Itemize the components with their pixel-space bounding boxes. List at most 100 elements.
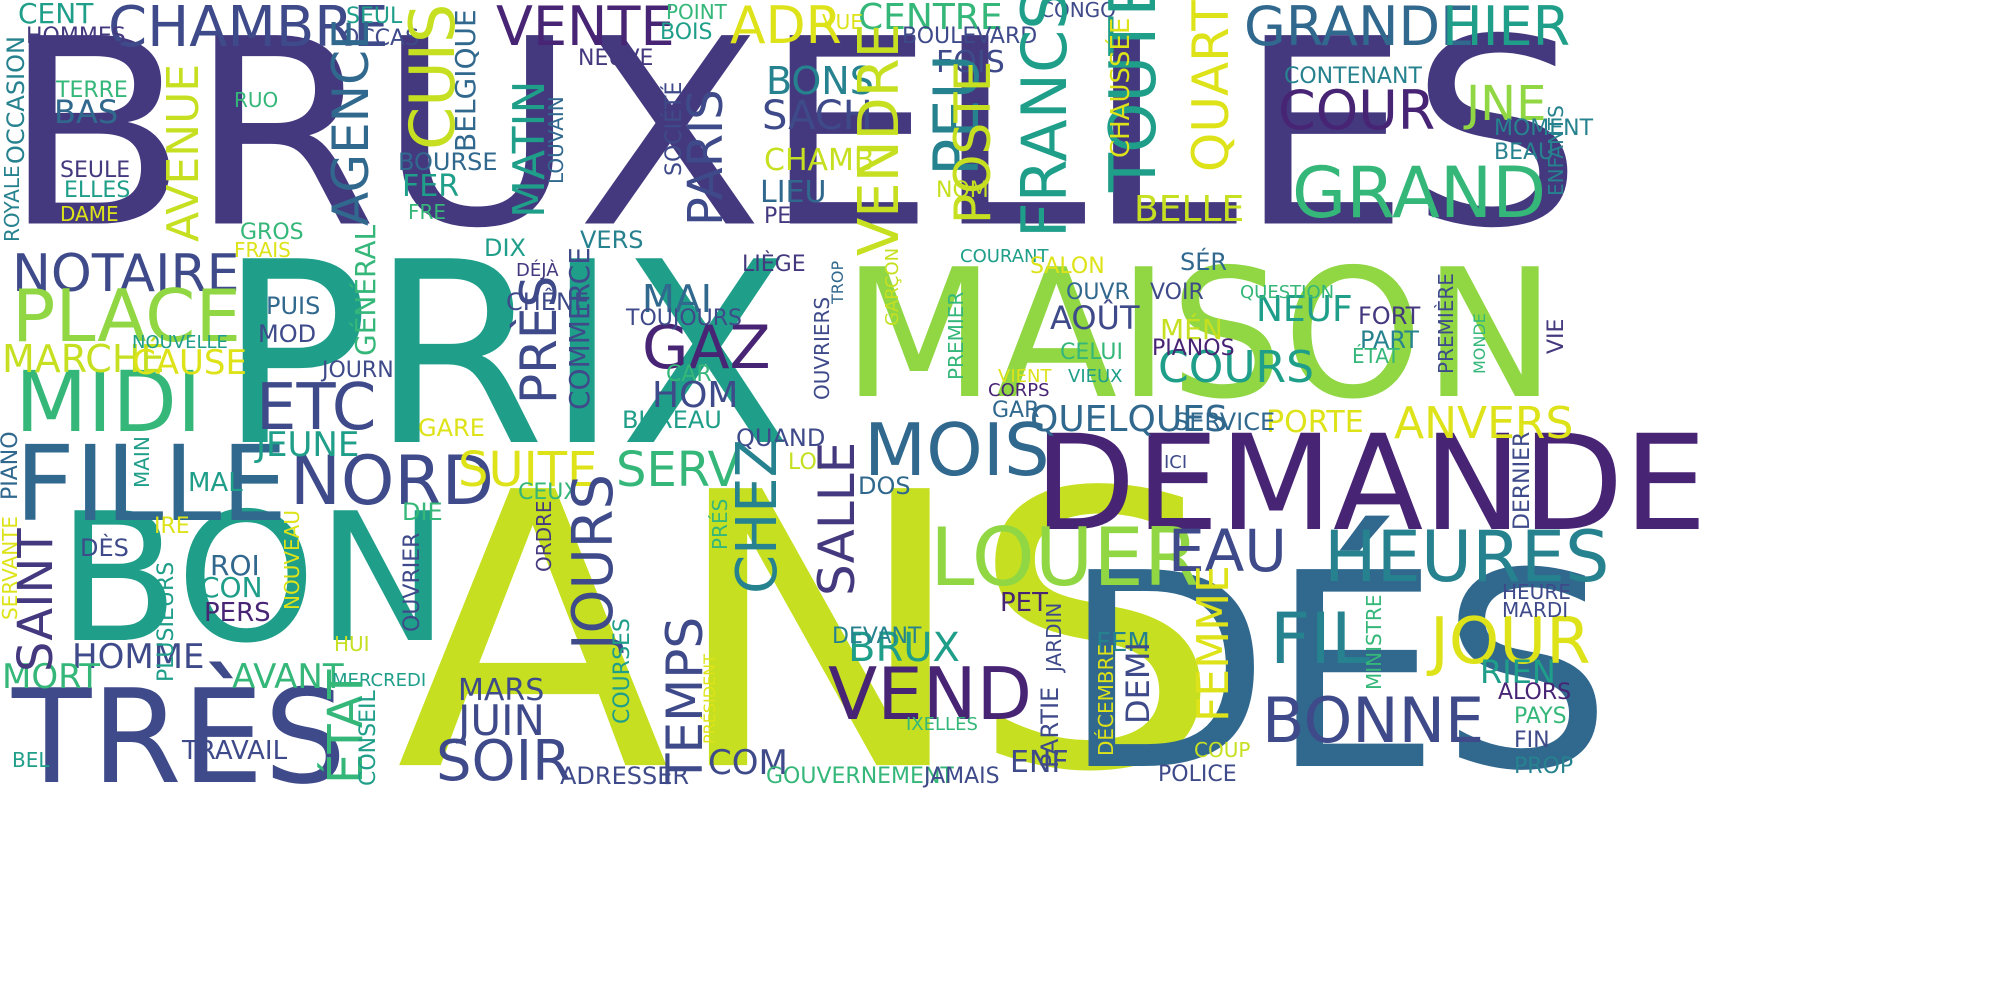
word-voir: VOIR (1150, 280, 1204, 305)
word-prix: PRIX (218, 209, 793, 502)
word-seul: SEUL (346, 4, 403, 29)
word-pet: PET (1000, 588, 1048, 618)
word-beau: BEAU (1494, 140, 1555, 165)
word-fre: FRE (408, 200, 447, 224)
word-vente: VENTE (496, 0, 675, 58)
word-poste: POSTE (944, 60, 1002, 224)
word-etat-small: ÉTAT (1352, 344, 1400, 368)
word-ouvr: OUVR (1066, 280, 1130, 305)
word-mort: MORT (2, 657, 101, 697)
word-devant: DEVANT (832, 624, 922, 649)
word-grand: GRAND (1292, 152, 1547, 234)
word-mardi: MARDI (1502, 598, 1569, 622)
word-avenue: AVENUE (158, 63, 209, 242)
word-die: DIE (402, 498, 443, 526)
word-monde: MONDE (1470, 313, 1489, 374)
word-journ: JOURN (322, 358, 394, 383)
word-bruxelles: BRUXELLES (2, 0, 1583, 286)
word-francs: FRANCS (1008, 0, 1081, 238)
word-occas: OCCAS (342, 26, 420, 51)
word-ministre: MINISTRE (1362, 594, 1386, 690)
word-adr: ADR (730, 0, 842, 56)
word-gar: GAR (992, 398, 1040, 423)
word-heures: HEURES (1324, 516, 1610, 598)
word-cour: COUR (1278, 79, 1436, 142)
word-bas: BAS (54, 93, 119, 131)
word-jeune: JEUNE (256, 425, 360, 465)
word-ire: IRE (154, 514, 190, 539)
word-fin: FIN (1514, 728, 1550, 753)
word-anvers: ANVERS (1394, 398, 1574, 449)
word-mois: MOIS (864, 408, 1050, 492)
word-louvain: LOUVAIN (544, 96, 568, 184)
word-courses: COURSES (610, 618, 635, 724)
word-fem: FEM (1096, 628, 1150, 658)
word-louer: LOUER (930, 511, 1200, 604)
word-fer: FER (402, 169, 460, 204)
word-bonne: BONNE (1262, 684, 1485, 757)
word-chamb: CHAMB (764, 143, 875, 178)
word-eau: EAU (1168, 517, 1287, 585)
word-travail: TRAVAIL (182, 736, 288, 766)
word-marche: MARCHÉ (2, 337, 165, 381)
word-conseil: CONSEIL (356, 690, 381, 786)
word-soir: SOIR (436, 729, 572, 794)
word-ouvriers: OUVRIERS (810, 296, 834, 400)
word-ans: ANS (396, 413, 1223, 856)
word-coup: COUP (1194, 738, 1251, 762)
word-seule: SEULE (60, 158, 131, 183)
word-nord: NORD (290, 442, 494, 521)
word-pianos: PIANOS (1152, 336, 1235, 361)
word-president: PRÉSIDENT (700, 654, 719, 744)
word-terre: TERRE (56, 78, 128, 103)
word-des-small: DÈS (80, 534, 129, 562)
word-tres: TRÈS (12, 661, 347, 813)
word-jour: JOUR (1430, 605, 1591, 679)
word-mod: MOD (258, 320, 317, 348)
word-chene: CHÊNE (506, 288, 590, 316)
word-place: PLACE (12, 274, 241, 358)
word-ruo: RUO (234, 88, 279, 112)
word-congo: CONGO (1040, 0, 1116, 22)
word-ordre: ORDRE (532, 500, 556, 572)
word-nouveau: NOUVEAU (280, 510, 304, 610)
word-vendre: VENDRE (847, 23, 912, 256)
word-centre: CENTRE (858, 0, 1003, 38)
word-juin: JUIN (458, 696, 545, 745)
word-gouvernement: GOUVERNEMENT (766, 764, 954, 789)
word-ceux: CEUX (518, 480, 579, 505)
word-plusieurs: PLUSIEURS (154, 561, 179, 682)
word-salon: SALON (1030, 254, 1105, 279)
word-alors: ALORS (1498, 680, 1572, 705)
word-heure: HEURE (1502, 580, 1571, 604)
word-con: CON (200, 571, 263, 604)
word-belle: BELLE (1134, 189, 1245, 230)
word-prop: PROP (1514, 754, 1574, 779)
word-garcon: GARÇON (882, 247, 903, 326)
word-deja: DÉJÀ (516, 260, 559, 281)
word-vers: VERS (580, 226, 644, 254)
word-bon: BON (57, 475, 450, 682)
word-petite: PETITE (764, 204, 839, 229)
word-decembre: DÉCEMBRE (1094, 643, 1118, 756)
word-belgique: BELGIQUE (449, 9, 482, 152)
word-chez: CHEZ (725, 439, 790, 594)
word-premier: PREMIER (944, 291, 968, 380)
word-enf: ENF (1010, 745, 1069, 780)
word-roi: ROI (210, 549, 260, 582)
word-dix: DIX (484, 234, 526, 262)
word-premiere: PREMIÈRE (1434, 273, 1458, 374)
word-demande: DEMANDE (1034, 407, 1708, 561)
word-aout: AOÛT (1050, 299, 1140, 337)
word-salle: SALLE (808, 441, 866, 596)
word-dernier: DERNIER (1510, 431, 1535, 530)
word-hier: HIER (1442, 0, 1571, 58)
word-dame: DAME (60, 202, 119, 226)
word-men: MÉN (1160, 313, 1223, 346)
word-cent: CENT (18, 0, 94, 30)
word-notaire: NOTAIRE (12, 244, 240, 304)
word-neuve: NEUVE (578, 46, 654, 71)
word-enfants: ENFANTS (1544, 105, 1568, 196)
word-police: POLICE (1158, 762, 1237, 787)
